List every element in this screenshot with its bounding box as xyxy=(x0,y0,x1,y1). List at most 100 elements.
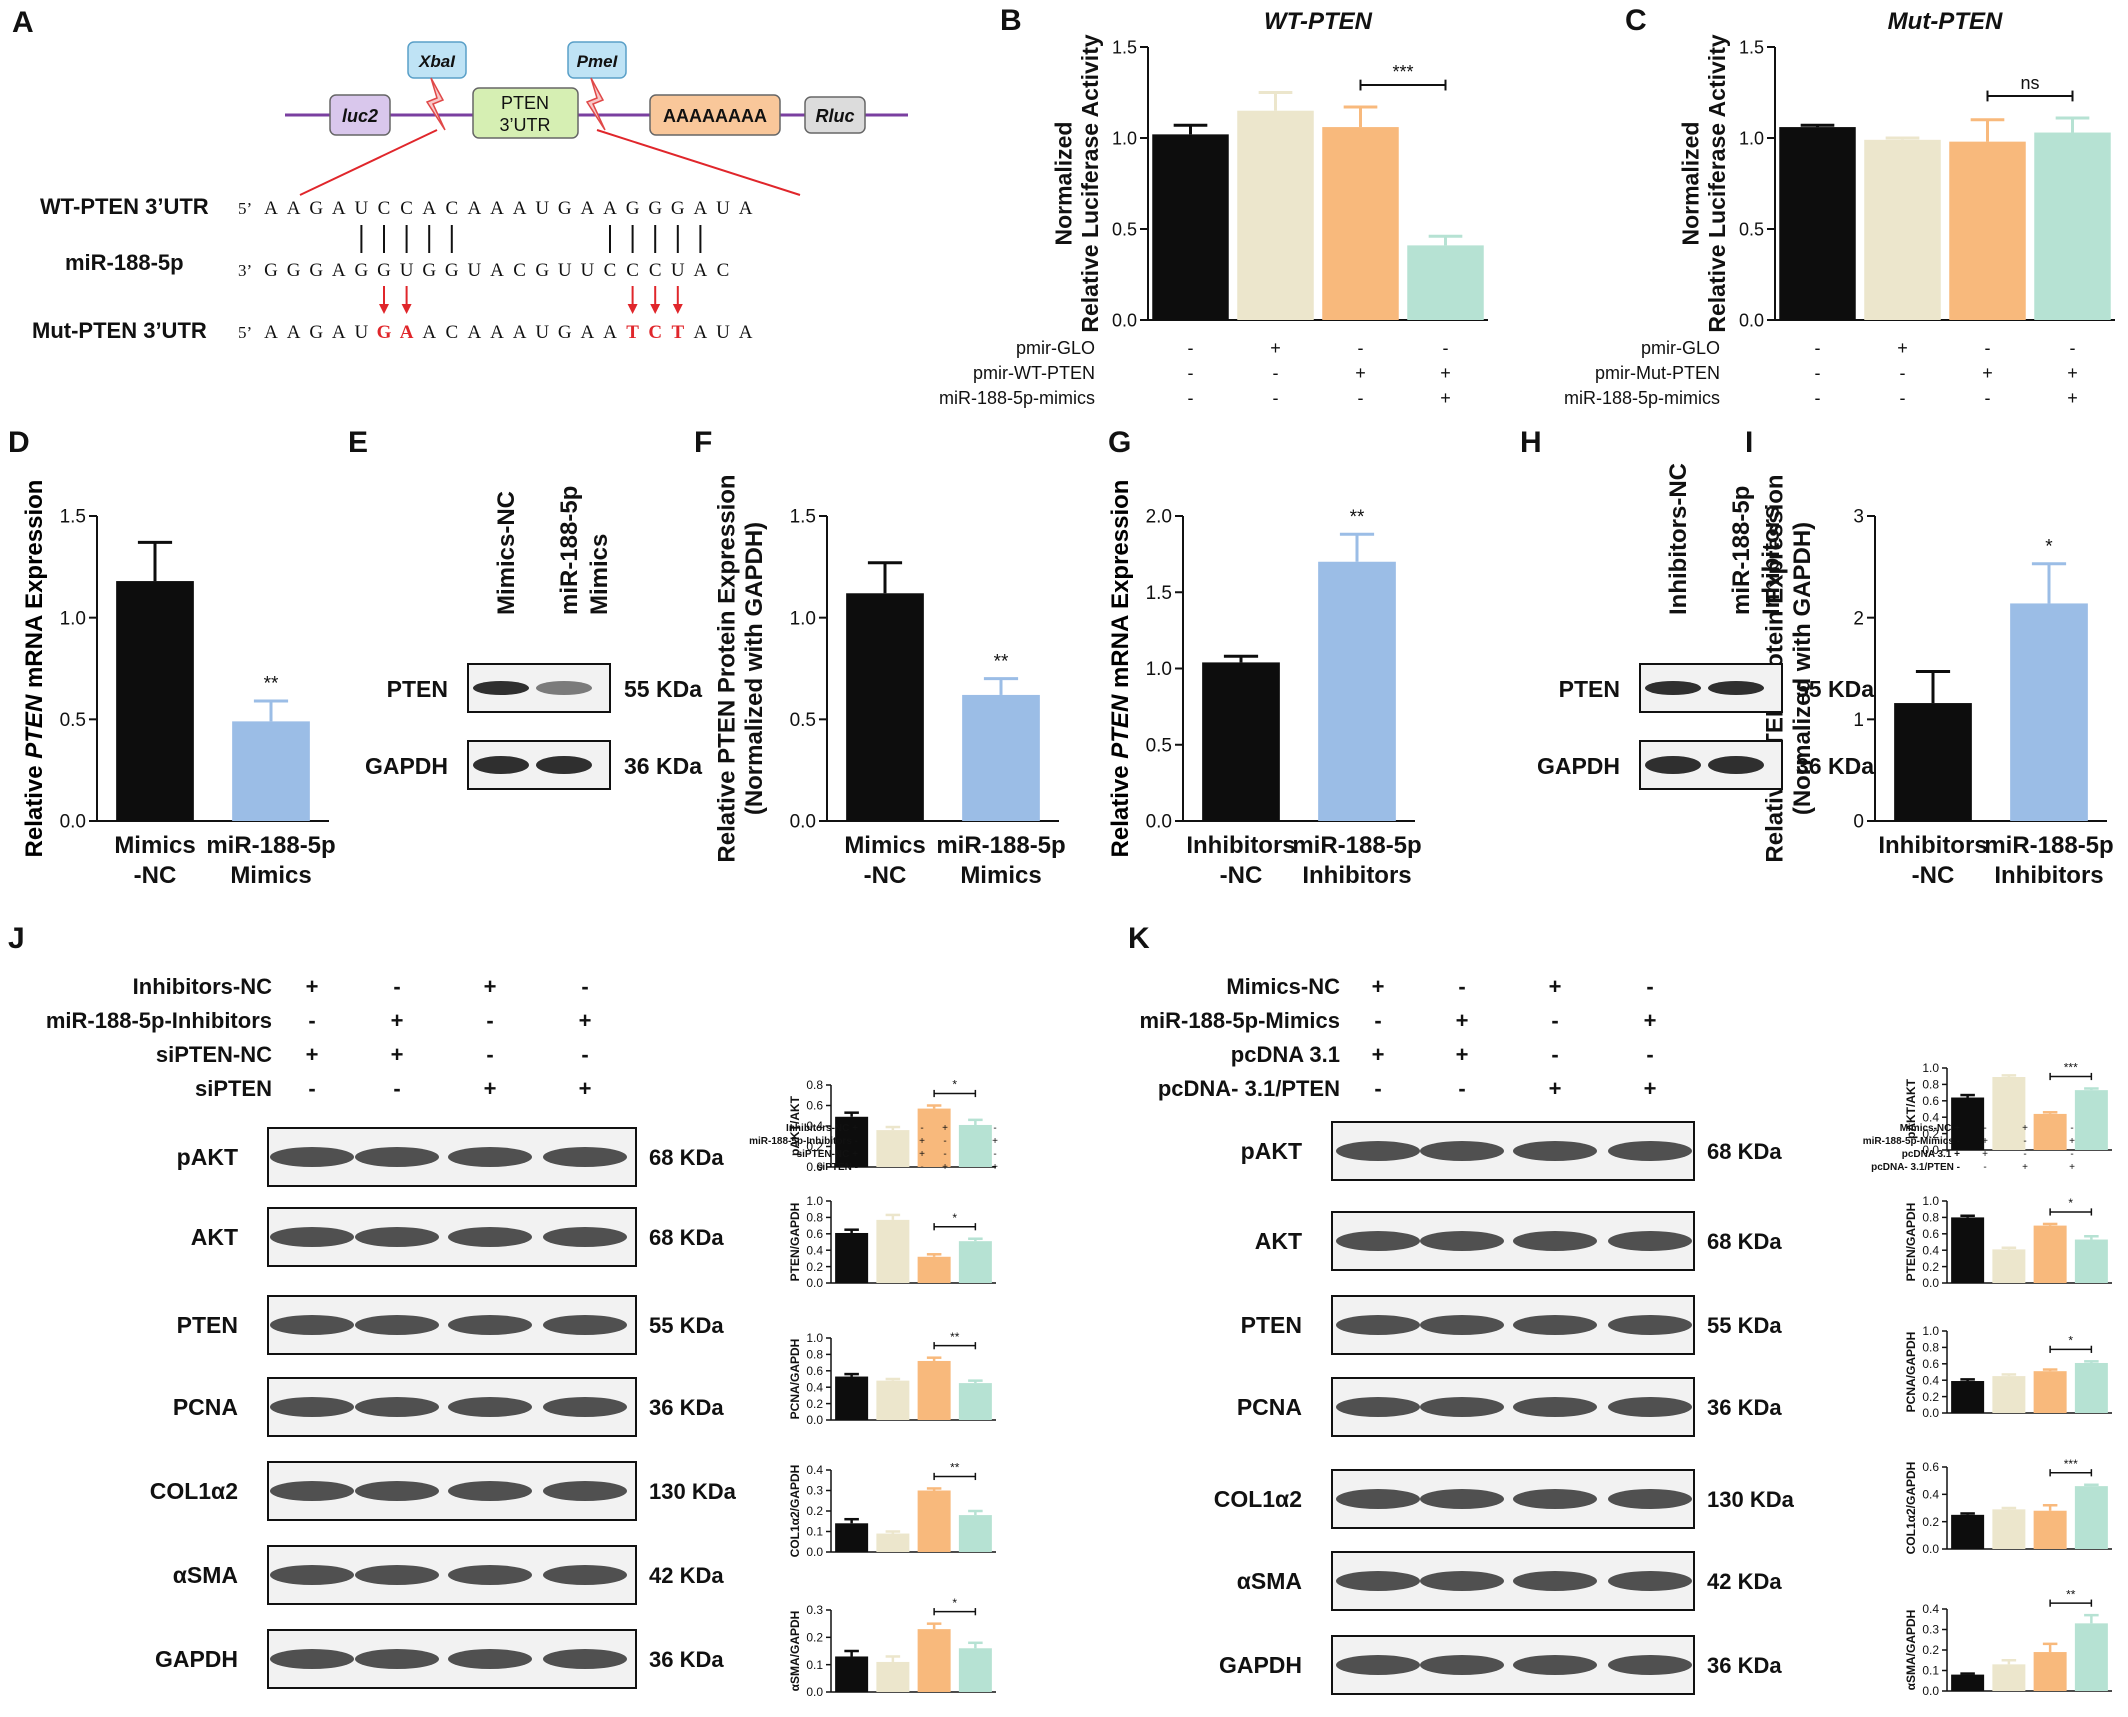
condition-sign: - xyxy=(1458,1076,1465,1101)
protein-band xyxy=(1336,1655,1420,1675)
bar xyxy=(876,1380,910,1420)
y-axis-label-part: Relative xyxy=(1107,759,1134,858)
condition-sign: + xyxy=(1549,974,1562,999)
nucleotide: A xyxy=(468,198,482,219)
molecular-weight: 36 KDa xyxy=(1796,753,1874,779)
y-tick-label: 0.0 xyxy=(806,1276,823,1290)
nucleotide: G xyxy=(558,198,572,219)
bar xyxy=(2034,132,2111,320)
x-tick-label: Mimics xyxy=(230,862,311,889)
condition-label: miR-188-5p-mimics xyxy=(939,388,1095,408)
y-tick-label: 1.0 xyxy=(1922,1194,1939,1208)
bar xyxy=(1237,110,1314,320)
nucleotide: A xyxy=(581,198,595,219)
protein-label: COL1α2 xyxy=(150,1478,238,1504)
legend-sign: + xyxy=(992,1136,998,1147)
x-tick-label: Inhibitors xyxy=(1994,862,2103,889)
nucleotide: G xyxy=(287,260,301,281)
blots-k: K Mimics-NC + - + - miR-188-5p-Mimics - + - + pcDNA… xyxy=(1128,922,2075,1695)
protein-band xyxy=(355,1147,439,1167)
protein-label: PTEN xyxy=(1559,676,1620,702)
protein-band xyxy=(1513,1655,1597,1675)
molecular-weight: 68 KDa xyxy=(1707,1139,1782,1164)
protein-band xyxy=(1513,1571,1597,1591)
bar xyxy=(1864,139,1941,320)
y-tick-label: 0.0 xyxy=(1922,1542,1939,1556)
protein-label: αSMA xyxy=(173,1562,238,1588)
panel-label: K xyxy=(1128,922,1150,955)
nucleotide: U xyxy=(716,322,730,343)
mutation-arrowhead xyxy=(650,304,661,314)
protein-band xyxy=(448,1227,532,1247)
nucleotide: G xyxy=(309,322,323,343)
condition-sign: + xyxy=(1456,1008,1469,1033)
protein-band xyxy=(355,1649,439,1669)
condition-sign: - xyxy=(1646,974,1653,999)
condition-sign: - xyxy=(393,974,400,999)
condition-sign: - xyxy=(1188,363,1194,383)
y-tick-label: 0.5 xyxy=(60,710,86,731)
lane-label: Mimics xyxy=(586,534,613,615)
condition-sign: + xyxy=(579,1076,592,1101)
legend-condition: siPTEN - xyxy=(817,1162,858,1173)
significance-mark: ns xyxy=(2020,73,2039,93)
legend-sign: - xyxy=(943,1149,946,1160)
protein-band xyxy=(448,1147,532,1167)
protein-band xyxy=(1420,1397,1504,1417)
chart-j3: 0.0 0.2 0.4 0.6 0.8 1.0 ** PCNA/GAPDH xyxy=(788,1330,996,1427)
y-tick-label: 0.5 xyxy=(1146,735,1172,756)
y-axis-label-part: mRNA Expression xyxy=(1107,480,1134,695)
nucleotide: A xyxy=(694,260,708,281)
condition-sign: - xyxy=(1188,388,1194,408)
chart-j1: 0.0 0.2 0.4 0.6 0.8 * pAKT/AKT xyxy=(788,1078,996,1174)
bar xyxy=(958,1241,992,1283)
bar xyxy=(876,1130,910,1167)
protein-band xyxy=(1420,1141,1504,1161)
bar xyxy=(2074,1486,2108,1549)
y-tick-label: 0.8 xyxy=(1922,1078,1939,1092)
protein-band xyxy=(543,1227,627,1247)
nucleotide: T xyxy=(671,322,684,343)
nucleotide: A xyxy=(694,198,708,219)
protein-band xyxy=(270,1397,354,1417)
protein-band xyxy=(1420,1315,1504,1335)
bar xyxy=(835,1656,869,1692)
condition-sign: + xyxy=(306,1042,319,1067)
protein-band xyxy=(270,1481,354,1501)
protein-band xyxy=(543,1147,627,1167)
nucleotide: A xyxy=(603,198,617,219)
nucleotide: U xyxy=(535,198,549,219)
y-axis-label: pAKT/AKT xyxy=(788,1095,802,1156)
protein-band xyxy=(270,1565,354,1585)
y-tick-label: 1.0 xyxy=(806,1194,823,1208)
significance-mark: ** xyxy=(264,674,279,695)
y-tick-label: 0.4 xyxy=(1922,1488,1939,1502)
zoom-line xyxy=(596,129,801,196)
legend-sign: + xyxy=(1982,1149,1988,1160)
bar xyxy=(2033,1225,2067,1283)
legend-sign: - xyxy=(993,1123,996,1134)
condition-sign: - xyxy=(1551,1042,1558,1067)
legend-sign: + xyxy=(942,1123,948,1134)
condition-sign: - xyxy=(308,1076,315,1101)
y-tick-label: 0 xyxy=(1853,812,1864,833)
condition-label: pmir-GLO xyxy=(1641,338,1720,358)
significance-mark: * xyxy=(2068,1334,2073,1348)
bar xyxy=(962,694,1040,821)
y-tick-label: 0.6 xyxy=(806,1099,823,1113)
chart-k4: 0.0 0.2 0.4 0.6 *** COL1α2/GAPDH xyxy=(1904,1457,2112,1556)
condition-label: pcDNA 3.1 xyxy=(1231,1042,1340,1067)
y-axis-label: αSMA/GAPDH xyxy=(1904,1610,1918,1691)
protein-band xyxy=(355,1315,439,1335)
protein-band xyxy=(1645,756,1701,774)
legend-sign: + xyxy=(1982,1136,1988,1147)
legend-sign: + xyxy=(2069,1136,2075,1147)
legend-sign: + xyxy=(919,1149,925,1160)
bar xyxy=(835,1116,869,1167)
legend-sign: + xyxy=(2022,1123,2028,1134)
lane-label: Mimics-NC xyxy=(493,491,520,615)
molecular-weight: 55 KDa xyxy=(649,1313,724,1338)
protein-band xyxy=(543,1315,627,1335)
